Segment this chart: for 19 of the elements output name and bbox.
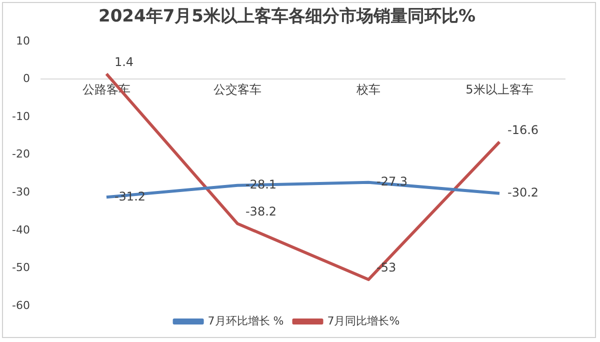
legend-label: 7月环比增长 % [208,314,284,328]
data-label: -16.6 [507,123,539,138]
chart-title: 2024年7月5米以上客车各细分市场销量同环比% [98,6,476,27]
data-label: -38.2 [245,204,277,219]
legend-label: 7月同比增长% [327,314,400,328]
data-label: -30.2 [507,185,539,200]
x-tick-label: 公交客车 [213,82,262,97]
x-tick-label: 5米以上客车 [466,82,534,97]
data-label: 1.4 [114,55,134,70]
y-tick-label: -50 [12,261,30,274]
y-tick-label: -10 [12,110,30,123]
y-tick-label: -20 [12,148,30,161]
y-tick-label: -30 [12,185,30,198]
y-tick-label: 0 [22,72,30,86]
y-tick-label: 10 [16,34,30,48]
x-tick-label: 校车 [355,82,380,97]
data-label: -28.1 [245,178,277,192]
y-tick-label: -40 [12,223,30,236]
y-tick-label: -60 [12,298,30,312]
